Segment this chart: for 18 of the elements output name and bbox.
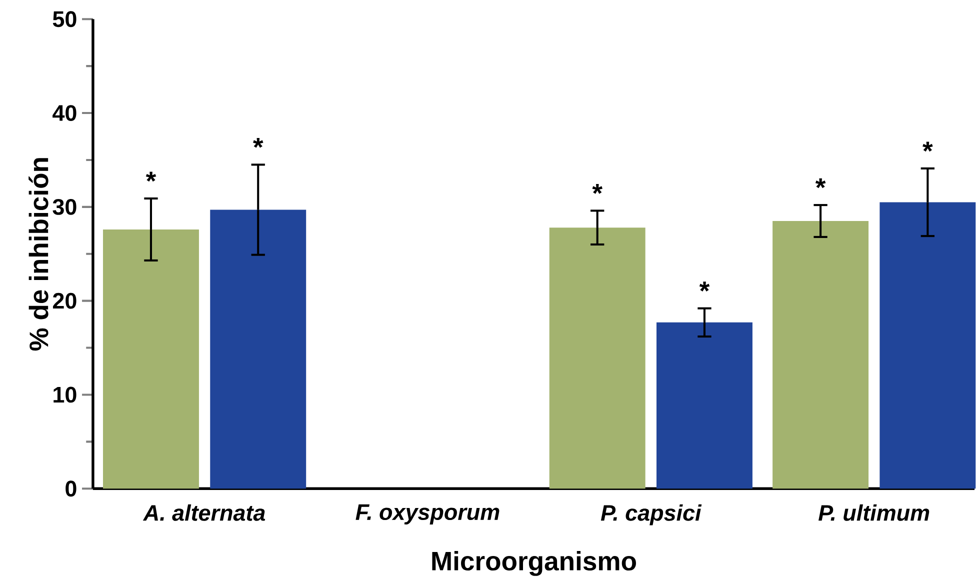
y-tick-label: 50	[52, 11, 76, 27]
annotation: *	[146, 172, 156, 182]
y-tick-label: 10	[54, 386, 76, 403]
x-tick-label: F. oxysporum	[356, 504, 500, 524]
annotation: *	[815, 178, 826, 188]
annotation: *	[699, 281, 710, 292]
annotation: *	[922, 142, 933, 152]
x-axis-title: Microorganismo	[432, 550, 636, 576]
y-tick-label: 20	[52, 292, 76, 309]
y-tick-label: 40	[52, 104, 76, 121]
x-tick-label: P. ultimum	[818, 504, 930, 521]
y-tick-label: 30	[52, 198, 76, 215]
x-tick-label: A. alternata	[142, 504, 266, 521]
y-tick-label: 0	[66, 480, 76, 496]
annotation: *	[253, 138, 264, 148]
x-tick-label: P. capsici	[600, 504, 702, 526]
y-axis-title: % de inhibición	[28, 158, 48, 350]
annotation: *	[592, 184, 602, 194]
